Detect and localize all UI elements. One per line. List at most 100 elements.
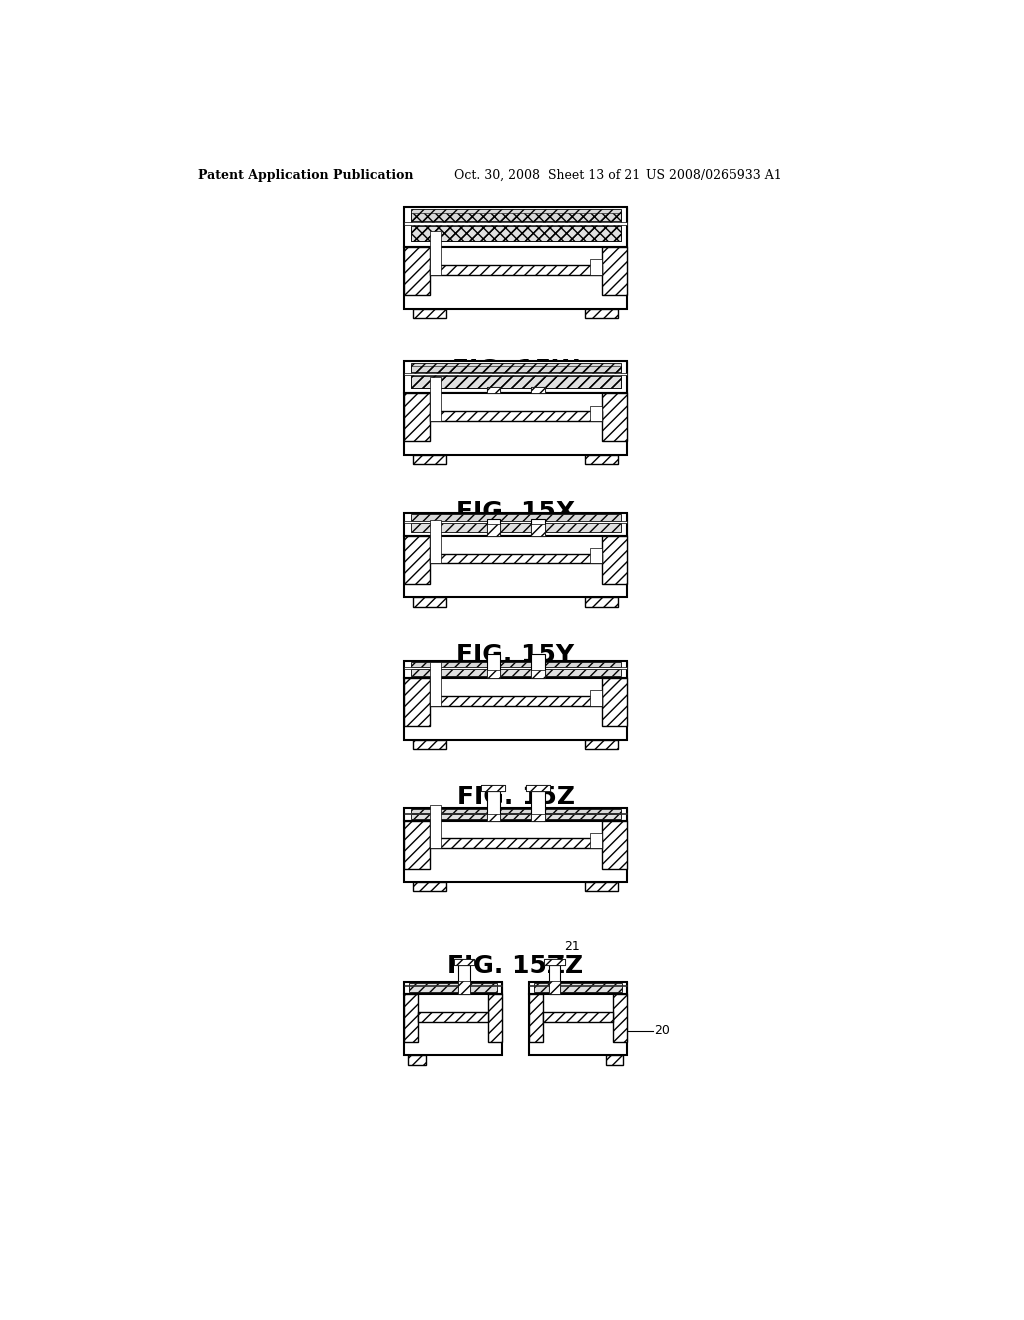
Text: Patent Application Publication: Patent Application Publication — [199, 169, 414, 182]
Bar — [430, 378, 441, 421]
Bar — [531, 792, 545, 821]
Bar — [534, 983, 623, 993]
Bar — [430, 663, 441, 706]
Bar — [403, 360, 628, 393]
Bar — [411, 513, 621, 520]
Bar — [403, 678, 628, 739]
Bar — [531, 524, 545, 536]
Bar — [486, 519, 500, 536]
Bar — [413, 882, 446, 891]
Bar — [403, 222, 628, 224]
Bar — [413, 739, 446, 748]
Bar — [403, 536, 430, 583]
Bar — [403, 661, 628, 678]
Bar — [601, 536, 628, 583]
Bar — [585, 882, 618, 891]
Text: FIG. 15X: FIG. 15X — [456, 500, 575, 524]
Bar — [590, 259, 601, 275]
Text: FIG. 15W: FIG. 15W — [452, 358, 580, 381]
Bar — [531, 669, 545, 678]
Bar — [411, 366, 621, 388]
Bar — [408, 1056, 426, 1065]
Text: 20: 20 — [654, 1024, 670, 1038]
Bar — [411, 209, 621, 220]
Bar — [418, 1011, 488, 1022]
Bar — [403, 360, 628, 393]
Bar — [529, 982, 628, 994]
Bar — [411, 663, 621, 667]
Bar — [585, 309, 618, 318]
Bar — [403, 821, 430, 869]
Bar — [411, 226, 621, 242]
Bar — [590, 405, 601, 421]
Bar — [549, 965, 560, 994]
Bar — [430, 520, 441, 564]
Bar — [585, 598, 618, 607]
Bar — [613, 994, 628, 1041]
Bar — [403, 207, 628, 247]
Bar — [601, 393, 628, 441]
Text: 21: 21 — [564, 940, 580, 953]
Bar — [403, 247, 628, 309]
Bar — [411, 213, 621, 242]
Bar — [413, 309, 446, 318]
Bar — [411, 669, 621, 676]
Bar — [486, 387, 500, 393]
Bar — [403, 994, 502, 1056]
Bar — [403, 536, 628, 598]
Bar — [531, 387, 545, 393]
Bar — [543, 1011, 613, 1022]
Bar — [403, 982, 502, 994]
Bar — [549, 981, 560, 994]
Bar — [526, 785, 550, 792]
Bar — [430, 696, 601, 706]
Bar — [590, 690, 601, 706]
Bar — [403, 521, 628, 523]
Bar — [430, 411, 601, 421]
Bar — [529, 982, 628, 994]
Bar — [409, 983, 498, 993]
Bar — [411, 376, 621, 388]
Bar — [403, 808, 628, 821]
Bar — [411, 524, 621, 532]
Bar — [403, 393, 628, 455]
Bar — [411, 363, 621, 372]
Bar — [430, 265, 601, 275]
Bar — [585, 455, 618, 465]
Bar — [403, 512, 628, 536]
Bar — [601, 247, 628, 294]
Bar — [413, 455, 446, 465]
Bar — [430, 838, 601, 849]
Bar — [531, 519, 545, 536]
Bar — [486, 814, 500, 821]
Bar — [590, 833, 601, 849]
Bar — [486, 669, 500, 678]
Bar — [529, 994, 628, 1056]
Bar — [486, 792, 500, 821]
Bar — [545, 960, 564, 965]
Text: Oct. 30, 2008  Sheet 13 of 21: Oct. 30, 2008 Sheet 13 of 21 — [454, 169, 640, 182]
Bar — [430, 805, 441, 849]
Bar — [413, 598, 446, 607]
Bar — [403, 821, 628, 882]
Text: FIG. 15ZZ: FIG. 15ZZ — [447, 954, 584, 978]
Bar — [529, 994, 543, 1041]
Bar — [430, 231, 441, 275]
Bar — [403, 808, 628, 821]
Bar — [531, 814, 545, 821]
Bar — [590, 548, 601, 564]
Bar — [403, 372, 628, 375]
Bar — [601, 821, 628, 869]
Bar — [545, 960, 564, 965]
Bar — [403, 661, 628, 678]
Bar — [411, 809, 621, 813]
Bar — [585, 739, 618, 748]
Text: FIG. 15V: FIG. 15V — [456, 211, 575, 235]
Bar — [454, 960, 474, 965]
Bar — [486, 653, 500, 678]
Bar — [403, 247, 430, 294]
Text: US 2008/0265933 A1: US 2008/0265933 A1 — [646, 169, 782, 182]
Bar — [403, 994, 418, 1041]
Bar — [454, 960, 474, 965]
Bar — [430, 553, 601, 564]
